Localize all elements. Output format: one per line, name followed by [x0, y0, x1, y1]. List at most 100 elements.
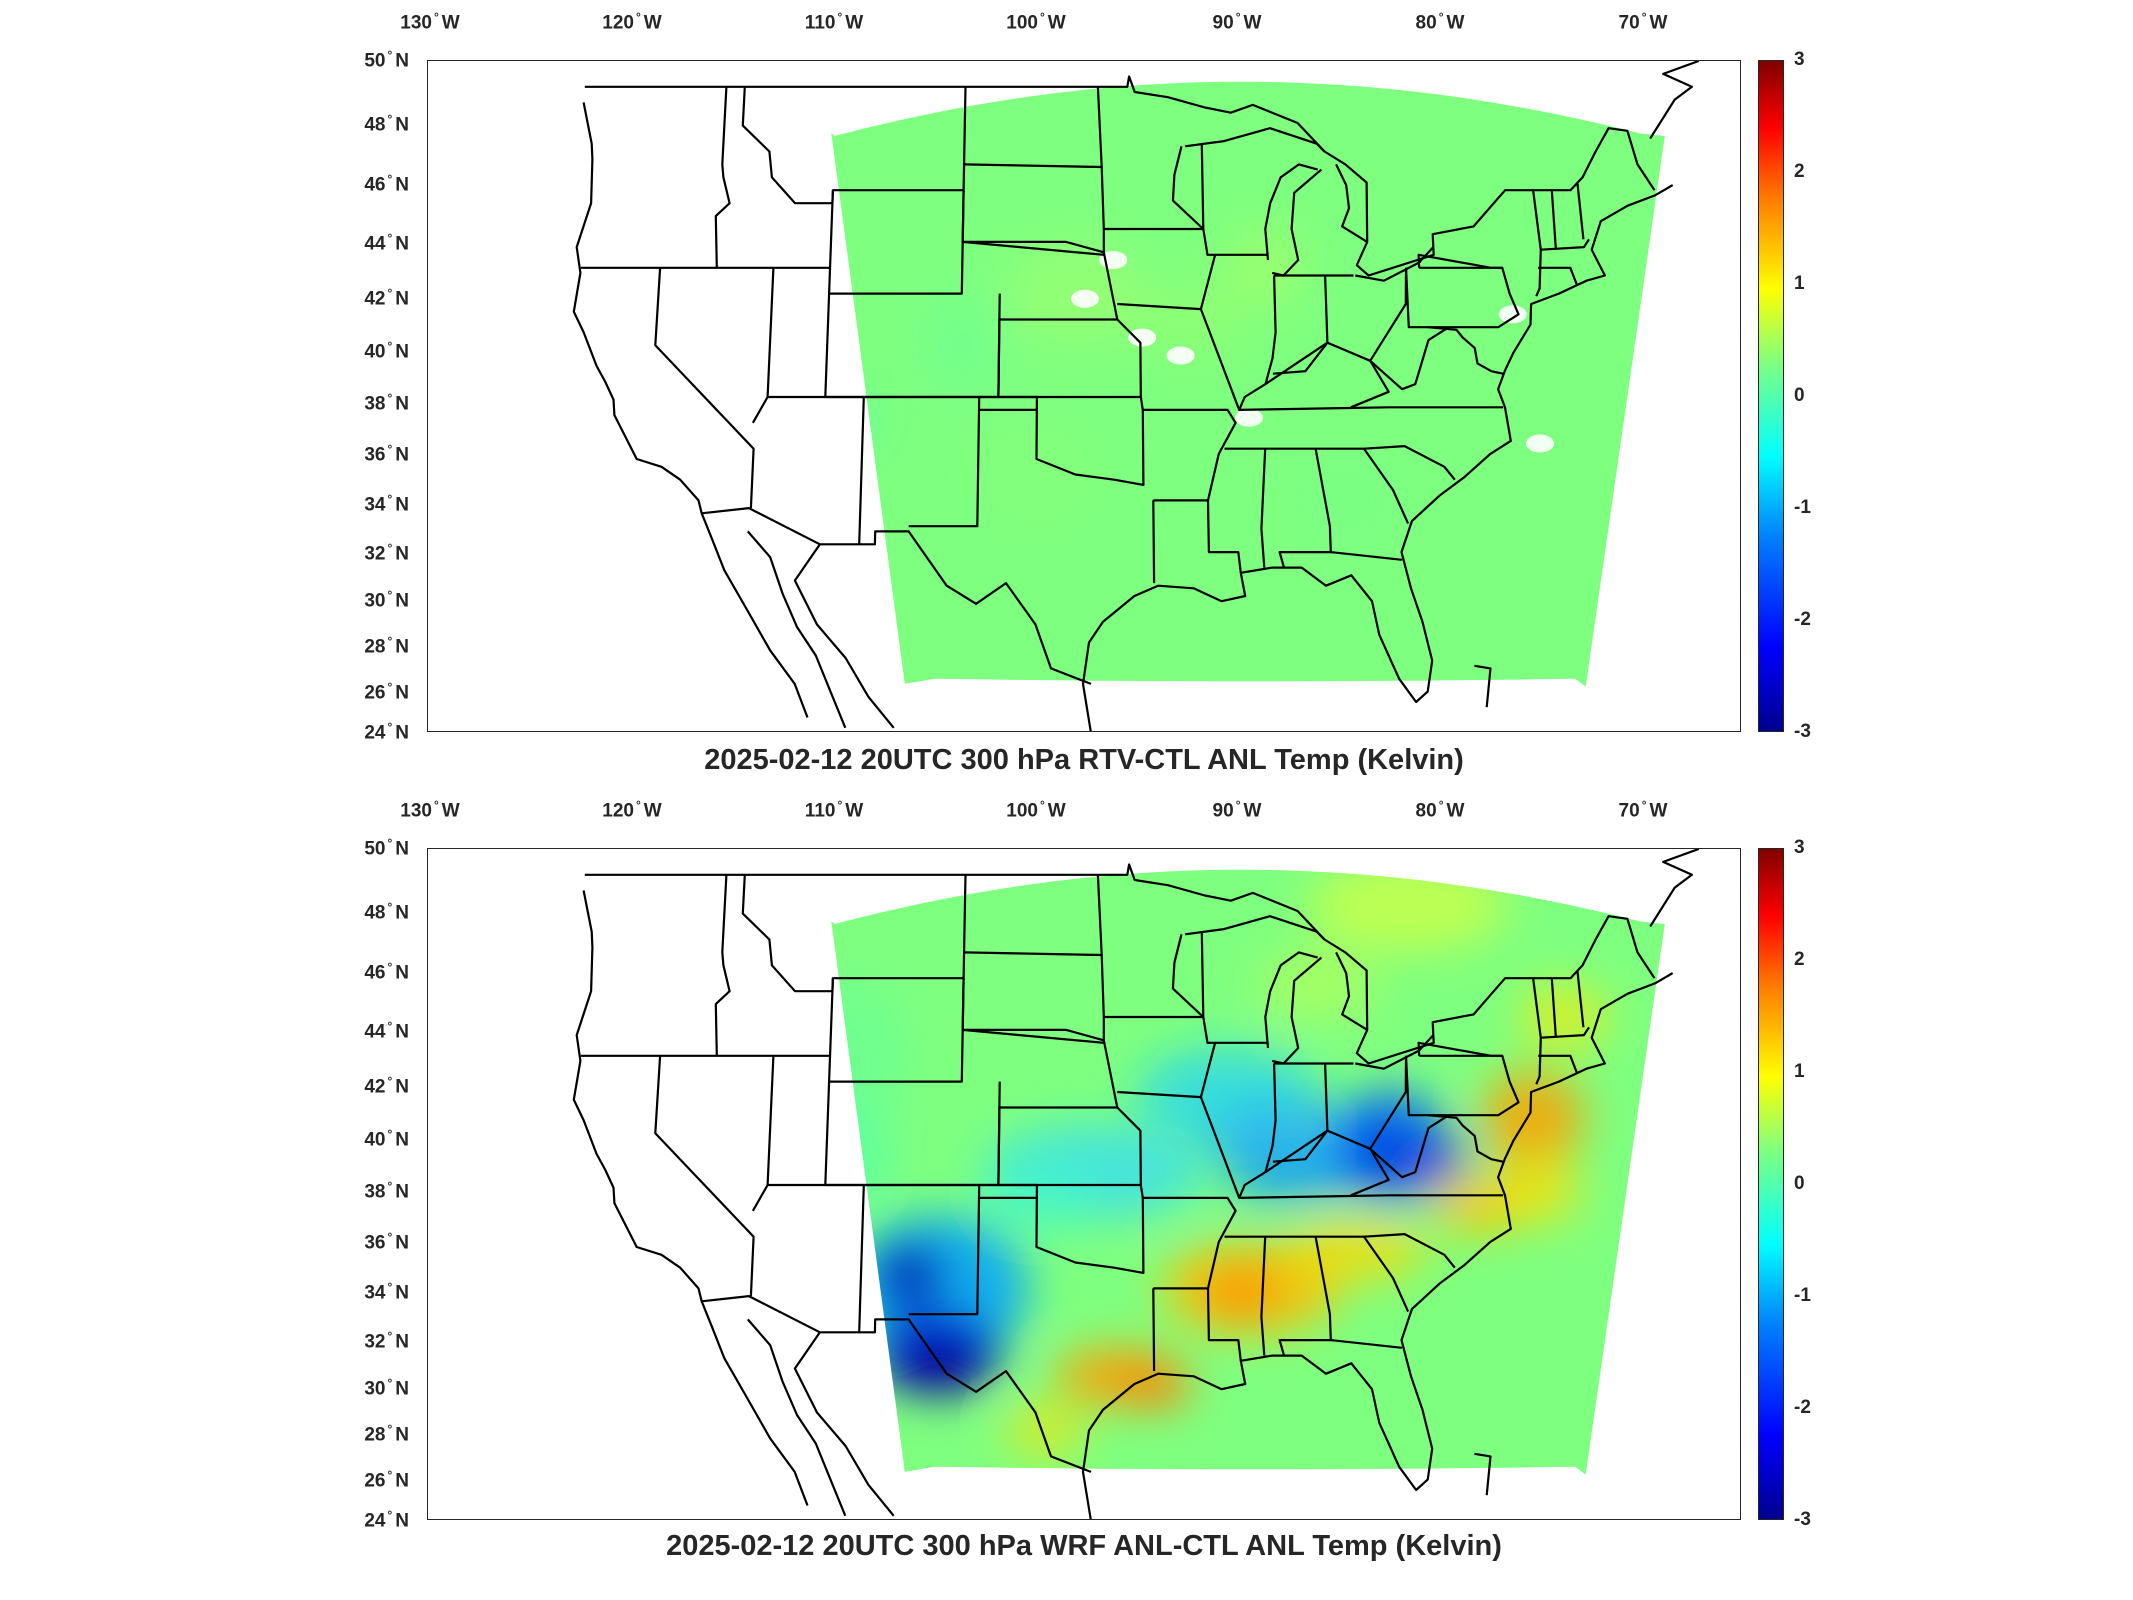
anomaly-blob: [873, 1244, 946, 1307]
latitude-hemisphere: N: [395, 1181, 409, 1203]
anomaly-blob: [831, 391, 880, 454]
state-boundary: [1538, 1054, 1579, 1075]
latitude-hemisphere: N: [395, 1129, 409, 1151]
longitude-label: 100 ° W: [1006, 798, 1065, 822]
anomaly-blob: [1258, 952, 1379, 1020]
degree-symbol: °: [387, 111, 393, 126]
state-boundary: [714, 86, 731, 268]
state-boundary: [1427, 1114, 1504, 1163]
longitude-label: 100 ° W: [1006, 10, 1065, 34]
missing-data-patch: [1498, 305, 1527, 324]
state-boundary: [1153, 1287, 1242, 1361]
longitude-value: 120: [602, 12, 634, 34]
degree-symbol: °: [387, 492, 393, 507]
colorbar-tick-label: 3: [1794, 49, 1805, 70]
degree-symbol: °: [387, 285, 393, 300]
latitude-label: 24 ° N: [329, 1508, 409, 1532]
colorbar-tick-label: -2: [1794, 1397, 1811, 1418]
degree-symbol: °: [387, 48, 393, 62]
latitude-hemisphere: N: [395, 902, 409, 924]
degree-symbol: °: [387, 960, 393, 975]
degree-symbol: °: [387, 338, 393, 353]
latitude-label: 28 ° N: [329, 1422, 409, 1446]
latitude-value: 46: [364, 174, 386, 196]
latitude-value: 36: [364, 444, 386, 466]
state-boundary: [1363, 448, 1410, 525]
latitude-value: 30: [364, 589, 386, 611]
state-boundary: [962, 1028, 1119, 1109]
colorbar-tick-label: 0: [1794, 385, 1805, 406]
longitude-hemisphere: W: [1047, 12, 1066, 34]
longitude-value: 80: [1415, 800, 1437, 822]
great-lakes-shore: [1355, 1034, 1435, 1070]
longitude-value: 110: [804, 800, 836, 822]
state-boundary: [1171, 146, 1205, 230]
us-mexico-border: [701, 1295, 1092, 1473]
great-lakes-shore: [1335, 951, 1368, 1031]
state-boundary: [1264, 1129, 1329, 1174]
latitude-label: 48 ° N: [329, 112, 409, 136]
degree-symbol: °: [387, 1421, 393, 1436]
anomaly-blob: [1201, 1267, 1282, 1320]
degree-symbol: °: [387, 1230, 393, 1245]
latitude-label: 40 ° N: [329, 1127, 409, 1151]
state-boundary: [1272, 1062, 1329, 1163]
state-boundary: [751, 1055, 775, 1212]
degree-symbol: °: [433, 798, 439, 812]
longitude-value: 130: [400, 12, 432, 34]
wrf-domain-field: [831, 81, 1665, 687]
degree-symbol: °: [387, 1467, 393, 1482]
state-boundary: [858, 1184, 865, 1333]
latitude-hemisphere: N: [395, 1076, 409, 1098]
great-lakes-shore: [1185, 915, 1326, 941]
latitude-hemisphere: N: [395, 233, 409, 255]
state-boundary: [1152, 500, 1156, 584]
degree-symbol: °: [387, 1126, 393, 1141]
state-boundary: [1200, 931, 1205, 1018]
state-boundary: [1350, 360, 1390, 409]
longitude-hemisphere: W: [1649, 12, 1668, 34]
state-boundary: [961, 874, 1104, 1044]
latitude-label: 42 ° N: [329, 286, 409, 310]
coastline: [572, 890, 809, 1506]
longitude-value: 130: [400, 800, 432, 822]
anomaly-blob: [1129, 280, 1250, 359]
longitude-label: 70 ° W: [1619, 10, 1668, 34]
anomaly-blob: [1118, 1365, 1191, 1408]
bahamas: [1474, 1452, 1492, 1496]
colorbar-tick-label: -1: [1794, 497, 1811, 518]
latitude-label: 34 ° N: [329, 492, 409, 516]
latitude-hemisphere: N: [395, 1470, 409, 1491]
state-boundary: [767, 1183, 981, 1316]
colorbar-tick-label: -1: [1794, 1285, 1811, 1306]
colorbar-tick-label: -3: [1794, 721, 1811, 742]
gulf-atlantic-coast: [1081, 972, 1674, 1519]
longitude-label: 120 ° W: [602, 798, 661, 822]
longitude-hemisphere: W: [845, 800, 864, 822]
latitude-label: 44 ° N: [329, 1019, 409, 1043]
map-svg: [572, 849, 1700, 1519]
latitude-value: 24: [364, 722, 386, 744]
state-boundary: [1260, 448, 1267, 568]
latitude-value: 48: [364, 114, 386, 136]
degree-symbol: °: [635, 10, 641, 24]
latitude-hemisphere: N: [395, 393, 409, 415]
latitude-value: 38: [364, 1181, 386, 1203]
longitude-hemisphere: W: [1446, 12, 1465, 34]
state-boundary: [1264, 341, 1329, 386]
degree-symbol: °: [837, 798, 843, 812]
degree-symbol: °: [1039, 10, 1045, 24]
latitude-hemisphere: N: [395, 50, 409, 72]
latitude-hemisphere: N: [395, 722, 409, 744]
anomaly-blob: [1351, 1130, 1412, 1178]
longitude-label: 120 ° W: [602, 10, 661, 34]
latitude-value: 40: [364, 341, 386, 363]
latitude-value: 40: [364, 1129, 386, 1151]
latitude-value: 42: [364, 1076, 386, 1098]
longitude-value: 80: [1415, 12, 1437, 34]
state-boundary: [751, 267, 775, 424]
anomaly-blob: [1288, 448, 1409, 553]
degree-symbol: °: [433, 10, 439, 24]
degree-symbol: °: [387, 1280, 393, 1295]
longitude-value: 90: [1212, 12, 1234, 34]
